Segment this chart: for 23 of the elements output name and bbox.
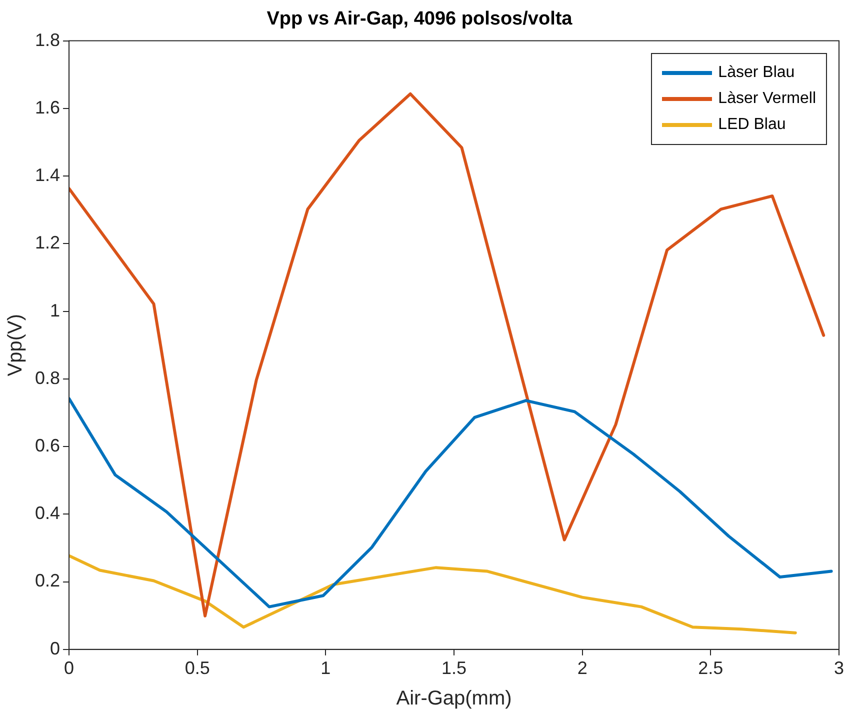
chart-title: Vpp vs Air-Gap, 4096 polsos/volta <box>266 8 573 30</box>
y-tick-label: 0 <box>50 638 60 658</box>
x-tick-label: 0 <box>64 658 74 678</box>
y-tick-label: 0.2 <box>34 570 60 591</box>
y-tick-label: 1 <box>50 300 60 320</box>
y-tick-label: 0.4 <box>34 503 60 524</box>
x-tick-label: 0.5 <box>184 658 210 678</box>
x-axis-title: Air-Gap(mm) <box>396 688 512 710</box>
y-tick-label: 0.6 <box>34 436 60 456</box>
y-axis-title: Vpp(V) <box>4 314 27 376</box>
legend-label: Làser Blau <box>718 64 795 82</box>
x-tick-label: 1 <box>320 658 331 678</box>
x-tick-label: 2.5 <box>698 658 724 678</box>
y-tick-label: 0.8 <box>34 368 60 388</box>
x-tick-label: 3 <box>834 658 844 678</box>
x-tick-label: 2 <box>577 658 588 678</box>
y-tick-label: 1.8 <box>34 30 60 50</box>
y-tick-label: 1.4 <box>34 165 60 186</box>
y-tick-label: 1.6 <box>34 97 60 118</box>
legend-label: Làser Vermell <box>718 90 816 108</box>
y-tick-label: 1.2 <box>34 232 60 253</box>
legend-label: LED Blau <box>718 116 786 134</box>
x-tick-label: 1.5 <box>441 658 467 678</box>
